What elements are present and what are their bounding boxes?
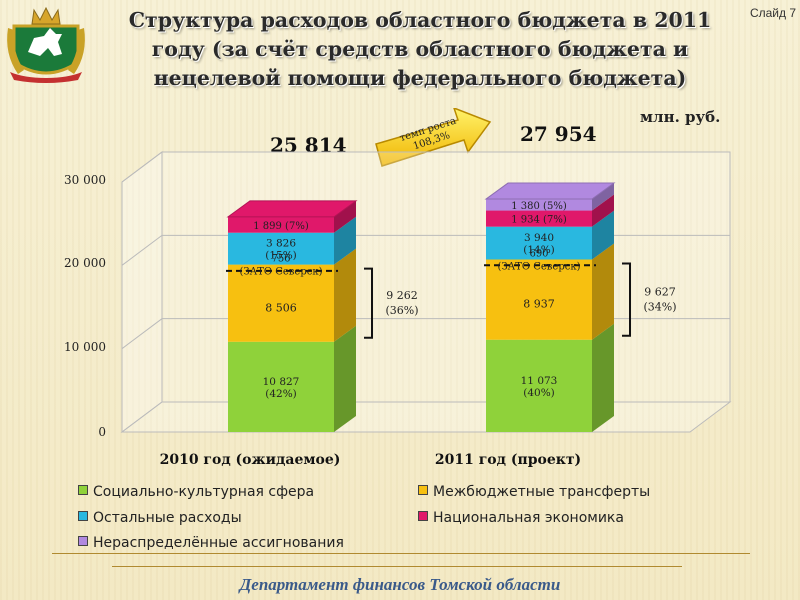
bar-2010-social-side	[334, 325, 356, 432]
total-2010: 25 814	[270, 133, 347, 157]
title-line-2: году (за счёт средств областного бюджета…	[151, 37, 689, 61]
legend-label-transfers: Межбюджетные трансферты	[433, 484, 651, 500]
bar-2010-other	[228, 232, 334, 265]
x-label-2010: 2010 год (ожидаемое)	[159, 452, 341, 468]
bar-2011-bracket-value: 9 627	[644, 286, 676, 299]
y-tick-30000: 30 000	[64, 173, 106, 187]
bar-2010-transfers-main-label: 8 506	[265, 301, 297, 314]
chart-floor	[120, 401, 732, 433]
legend-swatch-social	[78, 485, 88, 495]
bar-2010-transfers-side	[334, 248, 356, 342]
legend-item-unallocated: Нераспределённые ассигнования	[78, 535, 344, 551]
bar-2011-social-value: 11 073	[521, 375, 558, 387]
page-title: Структура расходов областного бюджета в …	[100, 6, 740, 93]
legend-item-social: Социально-культурная сфера	[78, 484, 314, 500]
bar-2010-bracket-value: 9 262	[386, 289, 418, 302]
bar-2011-transfers-side	[592, 243, 614, 340]
legend-swatch-unallocated	[78, 536, 88, 546]
bar-2011-unallocated-side	[592, 183, 614, 211]
bar-2011-bracket	[622, 262, 631, 337]
bar-2011-other-share: (14%)	[523, 244, 555, 256]
bar-2011-economy-side	[592, 194, 614, 227]
legend-swatch-economy	[418, 511, 428, 521]
bar-2010-social	[228, 341, 334, 432]
legend-item-economy: Национальная экономика	[418, 510, 624, 526]
bar-2010-bracket	[364, 267, 373, 339]
bar-2010-transfers-sub-value: 756	[271, 254, 290, 265]
bar-2011-bracket-share: (34%)	[643, 301, 676, 314]
legend-swatch-other	[78, 511, 88, 521]
bar-2011-transfers-sub-note: (ЗАТО Северск)	[497, 261, 580, 272]
bar-2011-social	[486, 339, 592, 432]
legend-label-social: Социально-культурная сфера	[93, 484, 315, 500]
bar-2010-economy	[228, 216, 334, 233]
bar-2011-unallocated	[486, 199, 592, 211]
bar-2010-economy-side	[334, 200, 356, 233]
bar-2011-other	[486, 226, 592, 260]
bar-2010-top	[226, 200, 358, 218]
y-tick-20000: 20 000	[64, 256, 106, 270]
bar-2011-economy	[486, 210, 592, 227]
bar-2010-transfers-sub-note: (ЗАТО Северск)	[239, 267, 322, 278]
footer-text: Департамент финансов Томской области	[239, 575, 561, 594]
legend-item-transfers: Межбюджетные трансферты	[418, 484, 650, 500]
footer-divider-top	[52, 553, 750, 554]
bar-2011-social-side	[592, 323, 614, 432]
coat-of-arms-icon	[7, 6, 85, 83]
bar-2011-other-value: 3 940	[524, 232, 554, 244]
bar-2011-transfers-main-label: 8 937	[523, 297, 555, 310]
bar-2010-transfers	[228, 264, 334, 342]
bar-2011-top	[484, 182, 616, 200]
slide-number: Слайд 7	[749, 6, 796, 20]
bar-2011-transfers-sub-value: 690	[529, 248, 548, 259]
y-tick-10000: 10 000	[64, 340, 106, 354]
legend-label-unallocated: Нераспределённые ассигнования	[93, 535, 344, 551]
legend-label-other: Остальные расходы	[93, 510, 242, 526]
bar-2010-economy-label: 1 899 (7%)	[253, 221, 309, 232]
footer-divider-bottom	[112, 566, 682, 567]
bar-2011-other-side	[592, 210, 614, 260]
bar-2010-other-side	[334, 216, 356, 265]
bar-2011-transfers	[486, 259, 592, 340]
bar-2010-social-share: (42%)	[265, 388, 297, 400]
title-line-3: нецелевой помощи федерального бюджета)	[153, 66, 687, 90]
unit-label: млн. руб.	[640, 108, 721, 126]
y-tick-0: 0	[98, 425, 106, 439]
bar-2011-economy-label: 1 934 (7%)	[511, 215, 567, 226]
legend-label-economy: Национальная экономика	[433, 510, 624, 526]
legend-item-other: Остальные расходы	[78, 510, 242, 526]
x-label-2011: 2011 год (проект)	[434, 452, 582, 468]
total-2011: 27 954	[520, 122, 597, 146]
gridline-30000	[121, 151, 730, 183]
bar-2010-other-value: 3 826	[266, 238, 296, 250]
bar-2011-social-share: (40%)	[523, 387, 555, 399]
chart-side-wall	[121, 151, 163, 433]
title-line-1: Структура расходов областного бюджета в …	[128, 8, 712, 32]
legend-swatch-transfers	[418, 485, 428, 495]
bar-2010-other-share: (15%)	[265, 250, 297, 262]
bar-2010-bracket-share: (36%)	[385, 304, 418, 317]
bar-2010-social-value: 10 827	[263, 376, 300, 388]
bar-2011-unallocated-label: 1 380 (5%)	[511, 201, 567, 212]
